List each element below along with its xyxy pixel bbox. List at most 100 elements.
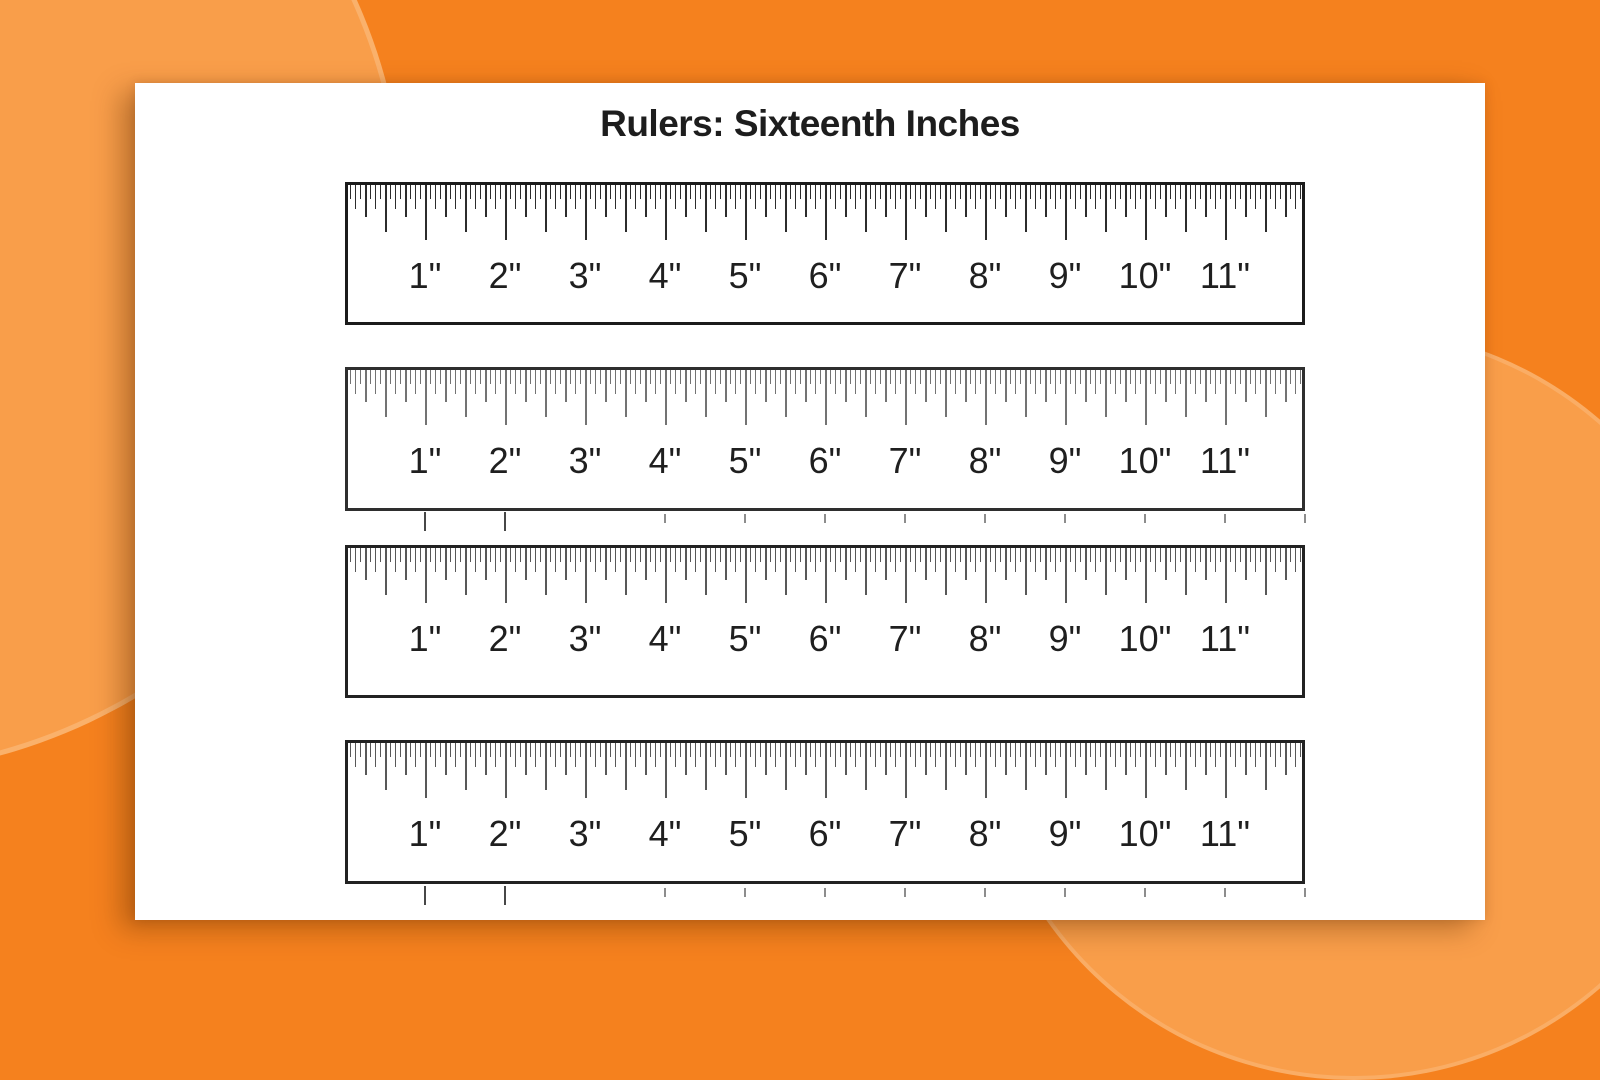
ruler-tick-e [475, 743, 477, 767]
ruler-tick-s [580, 743, 582, 757]
ruler-tick-s [430, 743, 432, 757]
ruler-tick-s [820, 370, 822, 384]
ruler-tick-q [605, 548, 607, 580]
ruler-tick-s [1100, 185, 1102, 199]
ruler-tick-q [685, 370, 687, 402]
ruler-tick-s [1210, 370, 1212, 384]
ruler-tick-s [1030, 743, 1032, 757]
ruler-tick-s [940, 370, 942, 384]
ruler-tick-e [515, 548, 517, 572]
ruler-tick-e [775, 185, 777, 209]
ruler-tick-s [360, 548, 362, 562]
ruler-tick-s [1060, 370, 1062, 384]
ruler-tick-s [880, 185, 882, 199]
ruler-tick-s [1220, 548, 1222, 562]
ruler-tick-inch [425, 743, 427, 798]
ruler-tick-e [1255, 548, 1257, 572]
ruler-tick-s [390, 185, 392, 199]
ruler-tick-s [590, 370, 592, 384]
ruler-tick-s [1250, 743, 1252, 757]
ruler-tick-e [1155, 548, 1157, 572]
ruler-tick-e [555, 370, 557, 394]
ruler-tick-half [1025, 743, 1027, 790]
inch-label: 5" [728, 813, 762, 854]
ruler-tick-inch [745, 185, 747, 240]
ruler-tick-s [350, 743, 352, 757]
ruler-tick-s [1170, 370, 1172, 384]
ruler-tick-s [430, 185, 432, 199]
ruler-tick-s [720, 185, 722, 199]
ruler-tick-s [970, 743, 972, 757]
ruler-tick-e [1235, 548, 1237, 572]
ruler-tick-e [475, 370, 477, 394]
ruler-tick-s [920, 743, 922, 757]
ruler-tick-e [915, 370, 917, 394]
divider-tick-short [744, 888, 746, 897]
divider-tick-short [824, 888, 826, 897]
ruler-tick-s [690, 743, 692, 757]
ruler-tick-s [1120, 185, 1122, 199]
ruler-tick-half [465, 548, 467, 595]
ruler-tick-s [1090, 743, 1092, 757]
ruler-tick-q [565, 743, 567, 775]
ruler-tick-q [565, 548, 567, 580]
ruler-tick-e [415, 370, 417, 394]
ruler-tick-s [460, 743, 462, 757]
ruler-tick-e [915, 548, 917, 572]
ruler-tick-s [960, 548, 962, 562]
ruler-tick-s [850, 185, 852, 199]
ruler-tick-s [860, 548, 862, 562]
ruler-tick-s [900, 548, 902, 562]
ruler-tick-s [1060, 548, 1062, 562]
ruler-tick-s [790, 185, 792, 199]
ruler-tick-s [980, 370, 982, 384]
ruler-tick-half [545, 743, 547, 790]
ruler-tick-half [865, 548, 867, 595]
inch-labels: 1" 2" 3" 4" 5" 6" 7" 8" 9" 10" 11" [348, 370, 1302, 508]
ruler-tick-s [870, 548, 872, 562]
divider-tick-short [824, 514, 826, 523]
ruler-tick-e [1055, 743, 1057, 767]
ruler-tick-s [900, 370, 902, 384]
ruler-tick-s [1140, 548, 1142, 562]
ruler-tick-s [1000, 370, 1002, 384]
ruler-tick-e [575, 370, 577, 394]
ruler-tick-e [675, 548, 677, 572]
ruler-tick-s [540, 370, 542, 384]
ruler-tick-s [500, 548, 502, 562]
ruler-tick-s [850, 743, 852, 757]
ruler-tick-s [1250, 548, 1252, 562]
ruler-tick-q [525, 370, 527, 402]
ruler-tick-s [1170, 548, 1172, 562]
inch-label: 5" [728, 440, 762, 481]
ruler-tick-s [790, 743, 792, 757]
ruler-tick-s [1070, 743, 1072, 757]
ruler-tick-s [1280, 185, 1282, 199]
ruler-tick-e [1095, 370, 1097, 394]
ruler-tick-s [1280, 370, 1282, 384]
ruler-tick-s [690, 548, 692, 562]
ruler-tick-s [640, 743, 642, 757]
ruler-tick-s [1030, 185, 1032, 199]
ruler-tick-s [770, 743, 772, 757]
ruler-tick-s [520, 743, 522, 757]
ruler-tick-s [580, 548, 582, 562]
ruler-tick-e [875, 185, 877, 209]
ruler-tick-q [845, 743, 847, 775]
ruler-tick-s [980, 743, 982, 757]
ruler-tick-s [800, 743, 802, 757]
divider-tick-short [664, 888, 666, 897]
ruler-tick-s [370, 185, 372, 199]
ruler-tick-s [760, 548, 762, 562]
ruler-tick-s [420, 548, 422, 562]
ruler-tick-half [1265, 370, 1267, 417]
ruler-tick-e [1295, 548, 1297, 572]
ruler-tick-s [610, 743, 612, 757]
ruler-tick-s [1110, 185, 1112, 199]
ruler-tick-e [955, 185, 957, 209]
ruler-tick-e [375, 743, 377, 767]
ruler-tick-half [865, 370, 867, 417]
ruler-tick-s [1300, 370, 1302, 384]
ruler-tick-e [535, 548, 537, 572]
ruler-tick-s [1210, 185, 1212, 199]
